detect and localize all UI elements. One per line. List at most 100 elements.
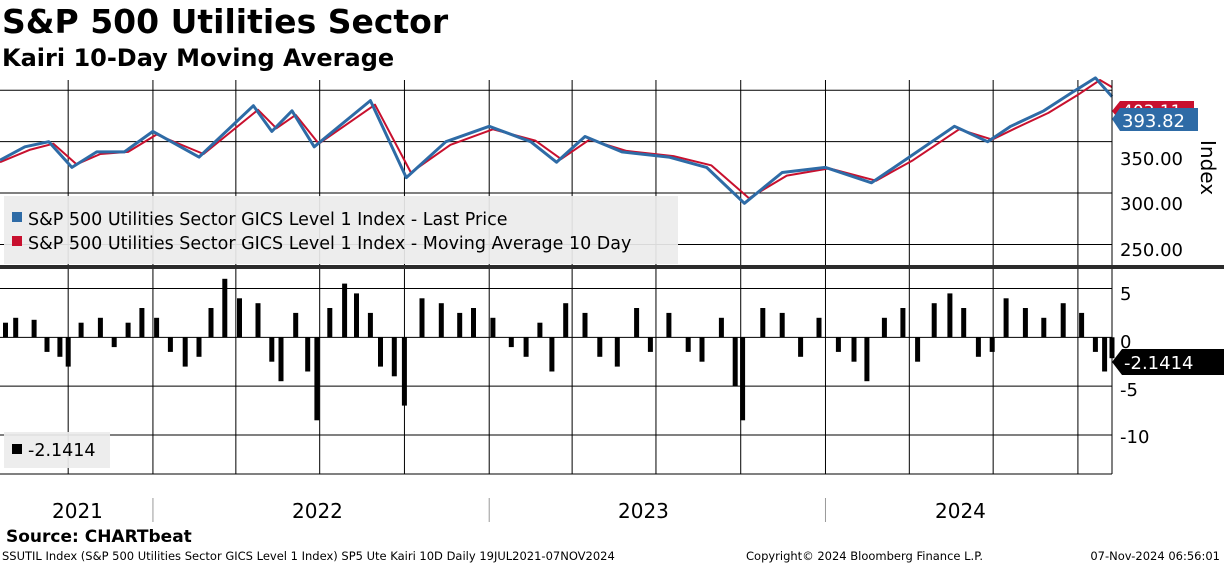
kairi-bar <box>614 337 620 367</box>
kairi-bar <box>3 322 8 338</box>
kairi-bar <box>327 308 333 338</box>
kairi-bar <box>354 293 359 338</box>
kairi-bar <box>438 303 444 338</box>
kairi-bar <box>881 317 887 338</box>
kairi-bar <box>78 322 84 338</box>
kairi-bar <box>1092 337 1098 352</box>
kairi-bar <box>582 312 588 338</box>
kairi-bar <box>111 337 117 348</box>
last-price-line <box>0 76 1114 205</box>
kairi-bar <box>779 312 785 338</box>
kairi-bar <box>154 317 160 338</box>
x-tick-label: 2021 <box>52 499 103 523</box>
bottom-panel-grid <box>0 269 1112 474</box>
kairi-bar <box>419 298 425 338</box>
top-legend-box <box>4 196 678 264</box>
kairi-bar <box>915 337 921 362</box>
kairi-bar <box>457 312 463 338</box>
kairi-bar <box>31 319 37 338</box>
kairi-bar <box>835 337 841 352</box>
kairi-bar <box>305 337 311 372</box>
kairi-bar <box>816 317 822 338</box>
kairi-bar <box>1022 308 1028 338</box>
chart-subtitle: Kairi 10-Day Moving Average <box>2 44 395 72</box>
kairi-bar <box>508 337 514 348</box>
kairi-bar <box>523 337 529 357</box>
x-tick-label: 2022 <box>292 499 343 523</box>
last-value-text-last-price: 393.82 <box>1122 111 1185 132</box>
footer-copyright: Copyright© 2024 Bloomberg Finance L.P. <box>746 549 983 563</box>
x-tick-label: 2023 <box>618 499 669 523</box>
kairi-bar <box>740 337 746 421</box>
kairi-bar <box>222 278 228 338</box>
kairi-bar <box>269 337 275 362</box>
kairi-bar <box>255 303 261 338</box>
kairi-bar <box>471 308 476 338</box>
last-value-marker-kairi <box>1112 349 1224 375</box>
kairi-bar <box>57 337 63 357</box>
legend-swatch-last-price <box>12 212 22 222</box>
kairi-bar <box>989 337 995 352</box>
last-value-marker-last-price <box>1112 108 1198 131</box>
y-tick-label: 0 <box>1120 332 1131 353</box>
kairi-bar <box>549 337 555 372</box>
kairi-bar <box>237 298 242 338</box>
kairi-bar <box>490 317 496 338</box>
kairi-bar <box>537 322 543 338</box>
kairi-bar <box>961 308 967 338</box>
kairi-bar <box>647 337 653 352</box>
kairi-bar <box>167 337 173 352</box>
kairi-bar <box>864 337 870 382</box>
kairi-bar <box>900 308 906 338</box>
kairi-bar <box>125 322 131 338</box>
kairi-bar <box>563 303 569 338</box>
kairi-bar <box>760 308 766 338</box>
kairi-bar <box>401 337 407 406</box>
kairi-bar <box>278 337 284 382</box>
kairi-bar <box>139 308 145 338</box>
kairi-bar <box>851 337 857 362</box>
legend-swatch-kairi <box>12 444 22 454</box>
moving-average-line <box>0 79 1113 200</box>
kairi-bar <box>634 308 640 338</box>
kairi-bar <box>718 317 724 338</box>
kairi-bar <box>342 283 348 338</box>
kairi-bar <box>975 337 981 357</box>
kairi-bar <box>378 337 383 367</box>
y-tick-label: -5 <box>1120 380 1138 401</box>
panel-separator <box>0 265 1224 269</box>
kairi-bar <box>1102 337 1108 372</box>
kairi-bar <box>798 337 804 357</box>
kairi-bar <box>314 337 320 421</box>
y-tick-label: 250.00 <box>1120 240 1183 261</box>
y-tick-label: -10 <box>1120 427 1149 448</box>
kairi-bar <box>685 337 691 352</box>
kairi-bar <box>1041 317 1047 338</box>
kairi-bar <box>931 303 937 338</box>
y-axis-label: Index <box>1196 140 1220 195</box>
legend-label-moving-average: S&P 500 Utilities Sector GICS Level 1 In… <box>28 234 631 254</box>
source-note: Source: CHARTbeat <box>6 527 192 547</box>
kairi-bar <box>367 312 373 338</box>
kairi-bar <box>182 337 188 367</box>
kairi-bar <box>947 293 953 338</box>
year-separators <box>152 498 826 522</box>
footer-timestamp: 07-Nov-2024 06:56:01 <box>1090 549 1220 563</box>
kairi-bar <box>732 337 738 387</box>
kairi-bar <box>1003 298 1009 338</box>
footer-description: SSUTIL Index (S&P 500 Utilities Sector G… <box>2 549 615 563</box>
kairi-bar <box>699 337 705 362</box>
last-value-text-kairi: -2.1414 <box>1124 353 1193 374</box>
kairi-bar <box>1060 303 1066 338</box>
legend-label-last-price: S&P 500 Utilities Sector GICS Level 1 In… <box>28 210 507 230</box>
kairi-bar <box>44 337 50 352</box>
kairi-bar <box>97 317 103 338</box>
y-tick-label: 300.00 <box>1120 194 1183 215</box>
y-tick-label: 5 <box>1120 284 1131 305</box>
kairi-bar <box>391 337 397 377</box>
kairi-bar <box>597 337 603 357</box>
kairi-bar <box>65 337 71 367</box>
kairi-bars <box>3 278 1115 421</box>
legend-swatch-moving-average <box>12 236 22 246</box>
